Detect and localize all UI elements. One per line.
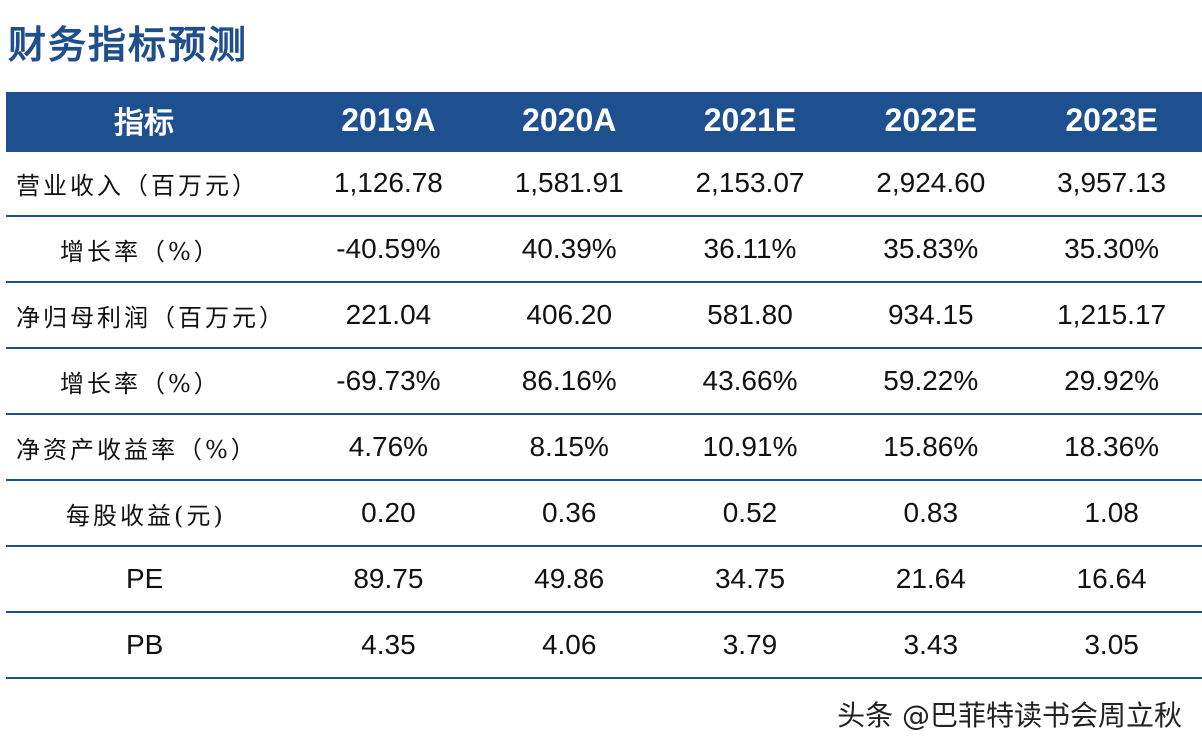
table-row: 营业收入（百万元） 1,126.78 1,581.91 2,153.07 2,9… (6, 150, 1202, 217)
table-row: 增长率（%） -40.59% 40.39% 36.11% 35.83% 35.3… (6, 216, 1202, 283)
table-cell: 36.11% (659, 216, 841, 283)
table-cell: 1,581.91 (478, 150, 660, 217)
row-label: PE (6, 546, 298, 613)
table-cell: 40.39% (478, 216, 660, 283)
page-title: 财务指标预测 (8, 23, 249, 67)
table-cell: 21.64 (840, 546, 1022, 613)
header-cell-2022e: 2022E (840, 92, 1022, 152)
header-cell-2023e: 2023E (1021, 92, 1202, 152)
header-cell-2021e: 2021E (659, 92, 841, 152)
table-cell: 581.80 (659, 282, 841, 349)
table-cell: -40.59% (298, 216, 479, 283)
table-row: PE 89.75 49.86 34.75 21.64 16.64 (6, 546, 1202, 613)
table-cell: 3,957.13 (1021, 150, 1202, 217)
header-cell-2020a: 2020A (478, 92, 660, 152)
row-label: PB (6, 612, 298, 679)
table-cell: 221.04 (298, 282, 479, 349)
table-row: 净资产收益率（%） 4.76% 8.15% 10.91% 15.86% 18.3… (6, 414, 1202, 481)
table-row: 每股收益(元) 0.20 0.36 0.52 0.83 1.08 (6, 480, 1202, 547)
row-label: 净归母利润（百万元） (6, 282, 298, 349)
row-label: 增长率（%） (6, 348, 298, 415)
row-label: 每股收益(元) (6, 480, 298, 547)
table-cell: 3.43 (840, 612, 1022, 679)
row-label: 净资产收益率（%） (6, 414, 298, 481)
table-cell: 35.30% (1021, 216, 1202, 283)
table-cell: 2,924.60 (840, 150, 1022, 217)
table-row: 净归母利润（百万元） 221.04 406.20 581.80 934.15 1… (6, 282, 1202, 349)
table-cell: 4.06 (478, 612, 660, 679)
table-cell: 86.16% (478, 348, 660, 415)
table-cell: 43.66% (659, 348, 841, 415)
table-cell: 0.36 (478, 480, 660, 547)
table-cell: 29.92% (1021, 348, 1202, 415)
table-cell: 10.91% (659, 414, 841, 481)
table-cell: 1.08 (1021, 480, 1202, 547)
row-label: 增长率（%） (6, 216, 298, 283)
table-cell: 0.20 (298, 480, 479, 547)
table-cell: 16.64 (1021, 546, 1202, 613)
table-cell: -69.73% (298, 348, 479, 415)
watermark-text: 头条 @巴菲特读书会周立秋 (837, 699, 1182, 732)
table-cell: 0.83 (840, 480, 1022, 547)
table-cell: 59.22% (840, 348, 1022, 415)
table-cell: 18.36% (1021, 414, 1202, 481)
table-cell: 934.15 (840, 282, 1022, 349)
table-cell: 3.79 (659, 612, 841, 679)
table-cell: 2,153.07 (659, 150, 841, 217)
table-cell: 89.75 (298, 546, 479, 613)
header-cell-2019a: 2019A (298, 92, 479, 152)
table-cell: 0.52 (659, 480, 841, 547)
table-cell: 15.86% (840, 414, 1022, 481)
row-label: 营业收入（百万元） (6, 150, 298, 217)
table-cell: 34.75 (659, 546, 841, 613)
financial-forecast-table: 指标 2019A 2020A 2021E 2022E 2023E 营业收入（百万… (6, 92, 1202, 679)
table-cell: 8.15% (478, 414, 660, 481)
table-cell: 35.83% (840, 216, 1022, 283)
table-row: 增长率（%） -69.73% 86.16% 43.66% 59.22% 29.9… (6, 348, 1202, 415)
table-header-row: 指标 2019A 2020A 2021E 2022E 2023E (6, 92, 1202, 152)
header-cell-indicator: 指标 (6, 92, 298, 152)
table-cell: 1,215.17 (1021, 282, 1202, 349)
table-cell: 49.86 (478, 546, 660, 613)
table-cell: 406.20 (478, 282, 660, 349)
table-cell: 4.35 (298, 612, 479, 679)
table-cell: 3.05 (1021, 612, 1202, 679)
table-row: PB 4.35 4.06 3.79 3.43 3.05 (6, 612, 1202, 679)
table-cell: 1,126.78 (298, 150, 479, 217)
table-cell: 4.76% (298, 414, 479, 481)
